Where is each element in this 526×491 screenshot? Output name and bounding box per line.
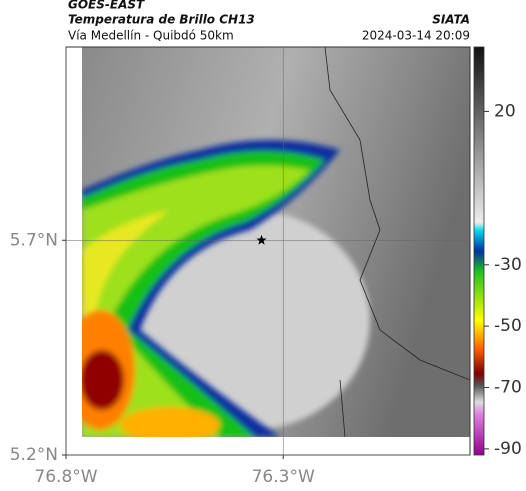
- colorbar-label: -70: [494, 378, 522, 398]
- y-tick-label: 5.7°N: [10, 230, 58, 250]
- location-marker: [256, 234, 267, 245]
- source: GOES-EAST: [68, 0, 145, 12]
- colorbar: [473, 46, 485, 456]
- y-tick-label: 5.2°N: [10, 445, 58, 465]
- subtitle: Vía Medellín - Quibdó 50km: [68, 29, 234, 43]
- title: Temperatura de Brillo CH13: [68, 13, 255, 27]
- colorbar-label: -30: [494, 255, 522, 275]
- org: SIATA: [432, 13, 470, 27]
- x-tick-label: 76.8°W: [34, 467, 97, 487]
- colorbar-label: -90: [494, 439, 522, 459]
- imagery: [82, 47, 470, 437]
- x-tick-label: 76.3°W: [252, 467, 315, 487]
- colorbar-label: 20: [494, 101, 516, 121]
- colorbar-label: -50: [494, 316, 522, 336]
- timestamp: 2024-03-14 20:09: [362, 29, 470, 43]
